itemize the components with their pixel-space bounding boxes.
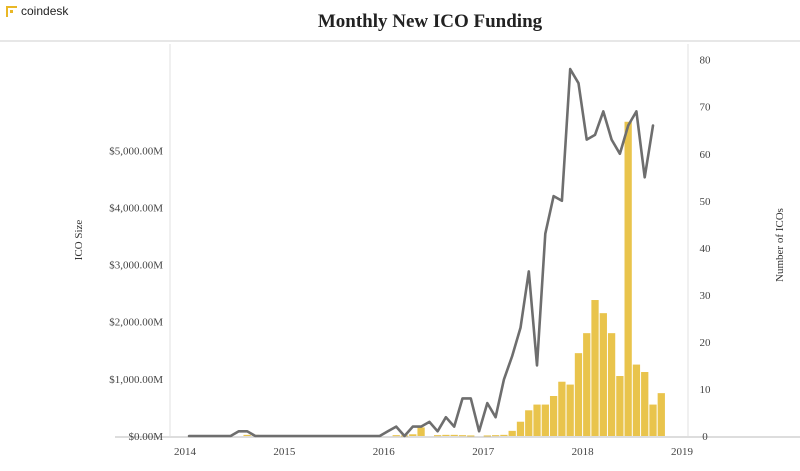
right-axis-tick-label: 20: [700, 337, 712, 349]
funding-bar: [583, 333, 591, 436]
funding-bar: [417, 427, 425, 436]
funding-bar: [467, 435, 475, 437]
funding-bar: [624, 121, 632, 436]
right-axis-tick-label: 0: [702, 431, 708, 443]
funding-bar: [641, 372, 649, 436]
funding-bar: [442, 434, 450, 436]
funding-bar: [616, 376, 624, 436]
funding-bar: [649, 404, 657, 436]
x-axis-tick-label: 2015: [273, 446, 296, 458]
funding-bar: [566, 384, 574, 436]
funding-bar: [458, 435, 467, 437]
line-series: [187, 67, 655, 438]
funding-bar: [558, 381, 566, 436]
funding-bar: [392, 435, 400, 437]
chart-title: Monthly New ICO Funding: [317, 11, 543, 32]
right-axis-tick-label: 40: [700, 243, 712, 255]
x-axis-tick-label: 2016: [373, 446, 396, 458]
right-axis-tick-label: 80: [700, 55, 712, 67]
funding-bar: [491, 435, 500, 437]
funding-bar: [434, 435, 442, 437]
funding-bar: [591, 300, 599, 436]
funding-bar: [450, 434, 458, 436]
right-axis-tick-label: 30: [700, 290, 712, 302]
right-axis-tick-label: 50: [700, 196, 712, 208]
left-axis-title: ICO Size: [73, 220, 85, 261]
funding-bar: [607, 333, 616, 436]
coindesk-logo-icon: [6, 5, 17, 17]
funding-bar: [508, 430, 516, 436]
funding-bar: [500, 434, 508, 436]
funding-bar: [599, 313, 607, 436]
right-axis-tick-label: 10: [700, 384, 712, 396]
funding-bar: [632, 364, 641, 436]
left-axis-tick-label: $4,000.00M: [109, 202, 163, 214]
brand-name: coindesk: [21, 4, 69, 18]
left-axis-tick-label: $5,000.00M: [109, 145, 163, 157]
x-axis-tick-label: 2018: [572, 446, 595, 458]
funding-bar: [549, 396, 558, 436]
chart-axes: $0.00M $1,000.00M $2,000.00M $3,000.00M $4,0…: [109, 55, 711, 458]
left-axis-tick-label: $1,000.00M: [109, 374, 163, 386]
bar-series: [243, 121, 665, 437]
left-axis-tick-label: $0.00M: [128, 431, 163, 443]
ico-count-line: [187, 67, 655, 438]
left-axis-tick-label: $2,000.00M: [109, 317, 163, 329]
x-axis-tick-label: 2017: [472, 446, 495, 458]
right-axis-title: Number of ICOs: [774, 208, 786, 282]
funding-bar: [516, 421, 525, 436]
funding-bar: [483, 435, 491, 437]
funding-bar: [243, 434, 251, 436]
x-axis-tick-label: 2019: [671, 446, 694, 458]
funding-bar: [541, 404, 549, 436]
right-axis-tick-label: 70: [700, 102, 712, 114]
x-axis-tick-label: 2014: [174, 446, 197, 458]
left-axis-tick-label: $3,000.00M: [109, 260, 163, 272]
funding-bar: [533, 404, 541, 436]
chart-grid: [0, 40, 800, 438]
funding-bar: [574, 353, 583, 436]
right-axis-tick-label: 60: [700, 149, 712, 161]
brand-logo: coindesk: [6, 4, 68, 18]
funding-bar: [657, 393, 665, 436]
funding-bar: [525, 410, 533, 436]
funding-bar: [409, 434, 417, 436]
